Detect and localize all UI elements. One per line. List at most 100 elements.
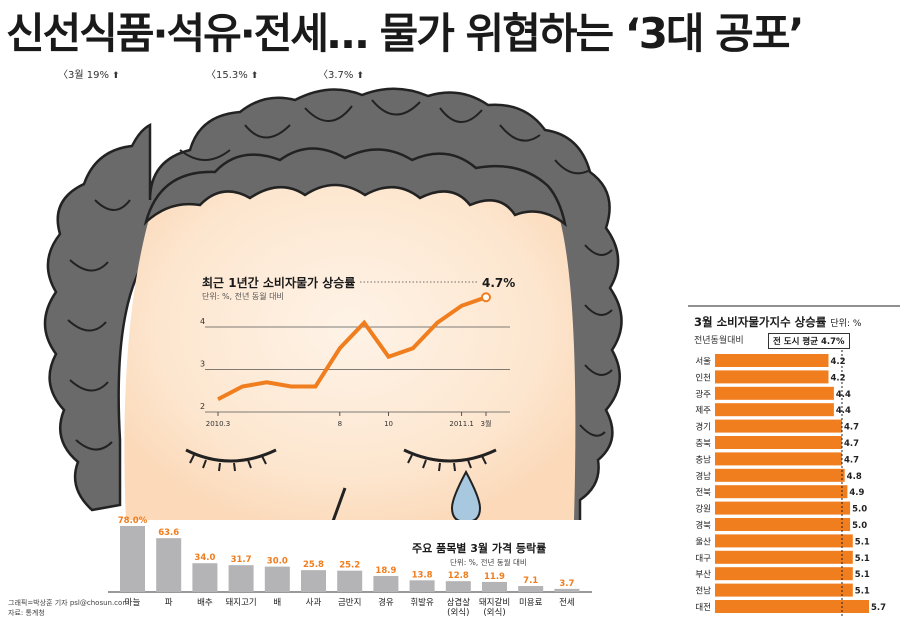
face bbox=[124, 169, 576, 520]
bar-chart-category-label: 휘발유 bbox=[410, 597, 434, 608]
region-chart-category-label: 경남 bbox=[695, 471, 711, 482]
line-chart-series bbox=[217, 295, 487, 402]
line-chart-last-value: 4.7% bbox=[482, 276, 516, 290]
bar-chart-category-label: 금반지 bbox=[338, 597, 361, 608]
region-chart-value-label: 5.1 bbox=[855, 537, 870, 547]
bar-chart-category-label: 미용료 bbox=[519, 598, 543, 608]
bar-chart-bar bbox=[264, 566, 290, 592]
line-chart-xtick: 3월 bbox=[481, 419, 492, 428]
region-chart-value-label: 5.0 bbox=[852, 521, 867, 531]
region-chart-bar bbox=[715, 354, 829, 367]
region-chart-category-label: 울산 bbox=[695, 536, 711, 547]
region-chart-bar bbox=[715, 386, 834, 400]
region-chart-bar bbox=[715, 419, 842, 433]
region-chart-category-label: 광주 bbox=[695, 389, 711, 400]
sublabel-text: 〈3.7% bbox=[318, 70, 354, 81]
region-chart-bar bbox=[715, 583, 853, 597]
region-chart-category-label: 강원 bbox=[695, 504, 711, 515]
region-chart-value-label: 4.7 bbox=[844, 439, 859, 449]
region-chart-bar bbox=[715, 370, 829, 384]
bar-chart-category-label: 경유 bbox=[378, 597, 394, 608]
region-chart-unit: 단위: % bbox=[830, 319, 862, 329]
bar-chart-bar bbox=[445, 581, 471, 592]
bar-chart-bar bbox=[554, 588, 580, 592]
headline: 신선식품·석유·전세… 물가 위협하는 ‘3대 공포’ bbox=[6, 9, 804, 58]
region-chart-value-label: 4.7 bbox=[844, 423, 859, 433]
region-chart-value-label: 4.7 bbox=[844, 455, 859, 465]
horizontal-bar-chart: 서울 4.2 인천 4.2 광주 4.4 제주 4.4 경기 4.7 충북 4.7 충남 4.7 경남 4.8… bbox=[695, 346, 886, 617]
region-chart-bar bbox=[715, 550, 853, 564]
bar-chart-value-label: 25.8 bbox=[303, 560, 324, 570]
region-chart-category-label: 전북 bbox=[695, 487, 711, 498]
region-chart-value-label: 5.1 bbox=[855, 570, 870, 580]
sublabel-oil: 〈15.3% ⬆ bbox=[206, 66, 258, 81]
credit-source: 자료: 통계청 bbox=[8, 609, 45, 617]
region-chart-bar bbox=[715, 567, 853, 581]
line-chart-title: 최근 1년간 소비자물가 상승률 bbox=[202, 276, 356, 290]
bar-chart-bar bbox=[120, 526, 145, 592]
region-chart-value-label: 4.8 bbox=[847, 472, 862, 482]
bar-chart-category-label: 돼지고기 bbox=[225, 598, 256, 608]
region-chart-title: 3월 소비자물가지수 상승률 단위: % bbox=[694, 314, 861, 330]
region-chart-category-label: 충남 bbox=[695, 455, 711, 465]
region-chart-value-label: 5.7 bbox=[871, 603, 886, 613]
region-chart-bar bbox=[715, 485, 848, 499]
bar-chart-title: 주요 품목별 3월 가격 등락률 bbox=[412, 542, 547, 555]
line-chart-xtick: 2010.3 bbox=[206, 420, 231, 428]
bar-chart-value-label: 34.0 bbox=[194, 553, 215, 563]
line-chart-ytick: 3 bbox=[200, 360, 205, 369]
bar-chart-bar bbox=[228, 565, 254, 592]
line-chart-unit: 단위: %, 전년 동월 대비 bbox=[202, 292, 284, 301]
line-chart-ytick: 2 bbox=[200, 402, 205, 411]
region-chart-bar bbox=[715, 452, 842, 466]
sublabel-text: 〈15.3% bbox=[206, 70, 248, 81]
left-eye bbox=[185, 448, 277, 463]
bar-chart-unit: 단위: %, 전년 동월 대비 bbox=[450, 558, 527, 567]
region-chart-value-label: 5.1 bbox=[855, 587, 870, 597]
line-chart-xtick: 8 bbox=[338, 420, 342, 428]
bar-chart-bar bbox=[373, 576, 399, 592]
sublabel-text: 〈3월 19% bbox=[58, 70, 109, 81]
up-arrow-icon: ⬆ bbox=[356, 71, 364, 81]
bar-chart-category-label: 배 bbox=[273, 598, 281, 608]
region-chart-category-label: 전남 bbox=[695, 586, 711, 597]
bar-chart-category-label: 돼지갈비 bbox=[479, 598, 510, 608]
bar-chart-bar bbox=[482, 581, 507, 592]
region-chart-average-label: 전 도시 평균 4.7% bbox=[768, 333, 850, 349]
bar-chart-value-label: 25.2 bbox=[339, 561, 360, 571]
sublabel-fresh-food: 〈3월 19% ⬆ bbox=[58, 66, 120, 81]
bar-chart-category-label: 마늘 bbox=[125, 598, 141, 608]
up-arrow-icon: ⬆ bbox=[250, 71, 259, 81]
line-chart-xtick: 2011.1 bbox=[449, 420, 474, 428]
bar-chart-category-label: 전세 bbox=[559, 597, 575, 608]
region-chart-category-label: 대전 bbox=[695, 602, 711, 613]
bar-chart-value-label: 31.7 bbox=[231, 555, 252, 565]
bar-chart-value-label: 78.0% bbox=[118, 516, 148, 526]
up-arrow-icon: ⬆ bbox=[111, 71, 120, 81]
bar-chart-category-label: 사과 bbox=[306, 598, 322, 608]
bar-chart-value-label: 11.9 bbox=[484, 572, 505, 582]
region-chart-value-label: 5.0 bbox=[852, 505, 867, 515]
region-chart-bar bbox=[715, 518, 851, 531]
region-chart-value-label: 4.4 bbox=[836, 406, 851, 416]
region-chart-bar bbox=[715, 534, 853, 548]
bar-chart-category-label: (외식) bbox=[483, 607, 505, 618]
region-chart-category-label: 제주 bbox=[695, 406, 711, 416]
region-chart-value-label: 4.2 bbox=[830, 357, 845, 367]
region-chart-category-label: 경북 bbox=[695, 520, 711, 531]
bar-chart-value-label: 30.0 bbox=[267, 557, 288, 567]
region-chart-title-text: 3월 소비자물가지수 상승률 bbox=[694, 315, 827, 329]
bar-chart-value-label: 13.8 bbox=[412, 570, 433, 580]
bar-chart-bar bbox=[518, 585, 544, 592]
vertical-bar-chart: 78.0% 마늘 63.6 파 34.0 배추 31.7 돼지고기 30.0 배 25.8 사과 25.… bbox=[108, 516, 592, 618]
sublabel-jeonse: 〈3.7% ⬆ bbox=[318, 66, 364, 81]
region-chart-category-label: 부산 bbox=[695, 569, 711, 580]
region-chart-category-label: 경기 bbox=[695, 422, 711, 433]
bar-chart-value-label: 7.1 bbox=[523, 576, 538, 586]
region-chart-value-label: 5.1 bbox=[855, 554, 870, 564]
region-chart-subtitle: 전년동월대비 bbox=[694, 336, 744, 346]
region-chart-value-label: 4.9 bbox=[849, 488, 864, 498]
bar-chart-value-label: 3.7 bbox=[559, 579, 574, 589]
bar-chart-value-label: 63.6 bbox=[158, 528, 179, 538]
